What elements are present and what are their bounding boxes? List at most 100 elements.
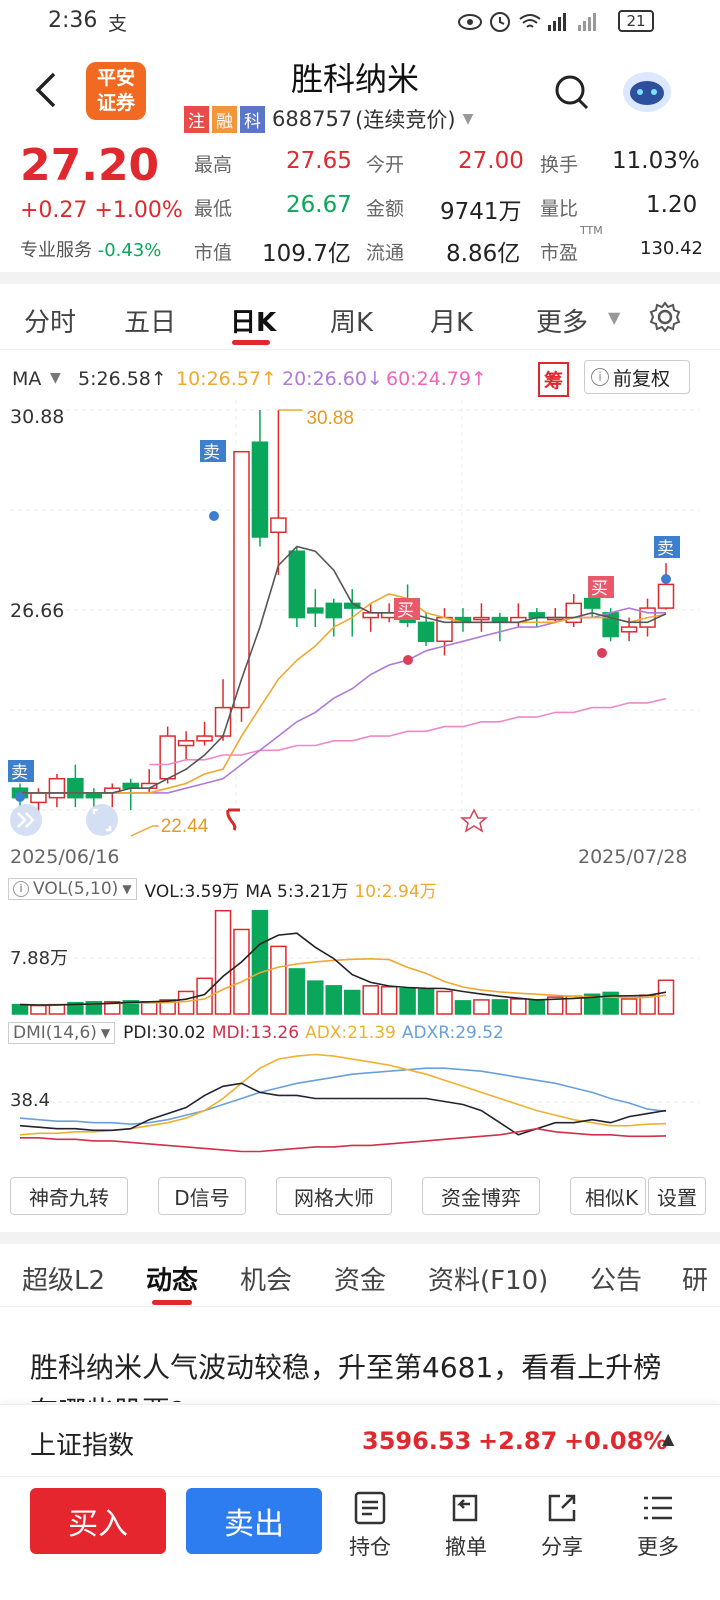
ma-label[interactable]: MA: [12, 368, 42, 390]
back-arrow-icon[interactable]: [30, 70, 60, 110]
event-star-icon: [459, 808, 489, 833]
candle-body: [196, 735, 213, 742]
tool-fund-game[interactable]: 资金博弈: [422, 1177, 540, 1215]
signal-icons: [458, 12, 596, 32]
volume-bar: [11, 1003, 29, 1015]
sell-signal-tag-bg: [200, 440, 226, 462]
tool-grid-master[interactable]: 网格大师: [276, 1177, 392, 1215]
change-percent: +1.00%: [94, 198, 183, 223]
dmi-chart[interactable]: [0, 1046, 720, 1162]
buy-button[interactable]: 买入: [30, 1488, 166, 1554]
chevron-down-icon: ▼: [100, 1026, 111, 1040]
volume-bar: [473, 999, 490, 1015]
tab-intraday[interactable]: 分时: [24, 308, 77, 338]
market-cap-label: 市值: [194, 242, 233, 264]
tab-news-feed[interactable]: 动态: [146, 1266, 199, 1296]
volume-bar: [307, 980, 324, 1015]
dmi-axis-label: 38.4: [10, 1090, 51, 1111]
chevron-up-icon: ▲: [662, 1429, 675, 1448]
volume-bar: [251, 909, 269, 1015]
volume-ratio-label: 量比: [540, 198, 579, 220]
chevron-down-icon: ▼: [122, 882, 132, 896]
tab-research[interactable]: 研: [682, 1266, 709, 1296]
tab-super-l2[interactable]: 超级L2: [22, 1266, 106, 1296]
volume-bar: [528, 999, 546, 1015]
candle-body: [251, 441, 269, 538]
volume-bar: [436, 990, 453, 1015]
tag-register: 注: [184, 105, 209, 133]
active-tab-indicator: [152, 1300, 192, 1305]
ma5-line: [20, 545, 667, 794]
change-amount: +0.27: [20, 198, 88, 223]
candle-body: [620, 626, 638, 633]
tab-f10[interactable]: 资料(F10): [428, 1266, 549, 1296]
volume-chart[interactable]: [0, 902, 720, 1018]
pdi-line: [19, 1082, 667, 1136]
broker-logo-line2: 证券: [96, 92, 135, 114]
more-button[interactable]: 更多: [618, 1490, 698, 1561]
candle-body: [270, 517, 287, 534]
holdings-label: 持仓: [349, 1535, 391, 1559]
chip-distribution-button[interactable]: 筹: [538, 362, 570, 397]
volume-bar: [233, 928, 250, 1015]
ma10-line: [20, 593, 667, 794]
share-button[interactable]: 分享: [522, 1490, 602, 1561]
tool-magic-nine[interactable]: 神奇九转: [10, 1177, 128, 1215]
buy-signal-tag: 买: [591, 579, 608, 599]
cancel-order-button[interactable]: 撤单: [426, 1490, 506, 1561]
expand-left-arrow: [17, 812, 35, 828]
stock-subtitle[interactable]: 注 融 科 688757 (连续竞价) ▼: [184, 105, 473, 133]
robot-assistant-icon[interactable]: [620, 66, 674, 116]
sell-signal-tag-bg: [654, 536, 680, 558]
dmi-pdi: PDI:30.02: [123, 1023, 206, 1043]
open-label: 今开: [366, 154, 405, 176]
tool-settings[interactable]: 设置: [648, 1177, 706, 1215]
volume-axis-label: 7.88万: [10, 948, 69, 969]
high-label: 最高: [194, 154, 233, 176]
index-ticker[interactable]: 上证指数 3596.53 +2.87 +0.08% ▲: [0, 1404, 720, 1476]
tab-weekly-k[interactable]: 周K: [330, 308, 374, 338]
trade-mode: (连续竞价): [355, 108, 456, 132]
tab-daily-k[interactable]: 日K: [230, 308, 277, 338]
volume-bar: [104, 1001, 121, 1015]
tab-funds[interactable]: 资金: [334, 1266, 387, 1296]
dmi-indicator-label: DMI(14,6): [13, 1023, 97, 1043]
volume-bar: [343, 989, 361, 1015]
broker-logo[interactable]: 平安 证券: [86, 62, 146, 120]
fullscreen-icon: [86, 804, 118, 836]
holdings-button[interactable]: 持仓: [330, 1490, 410, 1561]
sell-signal-tag: 卖: [11, 763, 28, 783]
pro-service[interactable]: 专业服务 -0.43%: [20, 236, 161, 262]
tool-similar-k[interactable]: 相似K: [570, 1177, 646, 1215]
tool-d-signal[interactable]: D信号: [158, 1177, 246, 1215]
candle-body: [177, 740, 195, 747]
tab-announcement[interactable]: 公告: [590, 1266, 643, 1296]
sell-signal-tag: 卖: [657, 539, 674, 559]
battery-icon: 21: [618, 10, 654, 32]
pro-service-value: -0.43%: [97, 240, 162, 261]
high-value: 27.65: [286, 148, 352, 174]
adxr-line: [19, 1067, 667, 1126]
adjust-button[interactable]: i 前复权: [584, 360, 690, 394]
tab-five-day[interactable]: 五日: [124, 308, 177, 338]
news-headline[interactable]: 胜科纳米人气波动较稳，升至第4681，看看上升榜有哪些股票?: [30, 1351, 662, 1402]
volume-indicator-select[interactable]: i VOL(5,10) ▼: [8, 878, 137, 900]
min-price-label: 22.44: [161, 816, 209, 837]
tab-monthly-k[interactable]: 月K: [430, 308, 474, 338]
ma-legend: MA ▼ 5:26.58↑ 10:26.57↑ 20:26.60↓ 60:24.…: [0, 360, 720, 397]
chevron-down-icon[interactable]: ▼: [50, 370, 61, 386]
tab-more[interactable]: 更多: [536, 308, 589, 338]
more-menu-icon: [644, 1496, 672, 1520]
volume-bar: [657, 979, 675, 1015]
buy-signal-dot: [403, 655, 413, 665]
settings-gear-icon[interactable]: [648, 300, 682, 334]
volume-bar: [583, 993, 601, 1015]
volume-ma5-line: [19, 932, 667, 1006]
share-label: 分享: [541, 1535, 583, 1559]
search-icon[interactable]: [554, 74, 590, 112]
dmi-indicator-select[interactable]: DMI(14,6) ▼: [8, 1022, 116, 1044]
candle-body: [417, 621, 435, 643]
sell-button[interactable]: 卖出: [186, 1488, 322, 1554]
tab-opportunity[interactable]: 机会: [240, 1266, 293, 1296]
